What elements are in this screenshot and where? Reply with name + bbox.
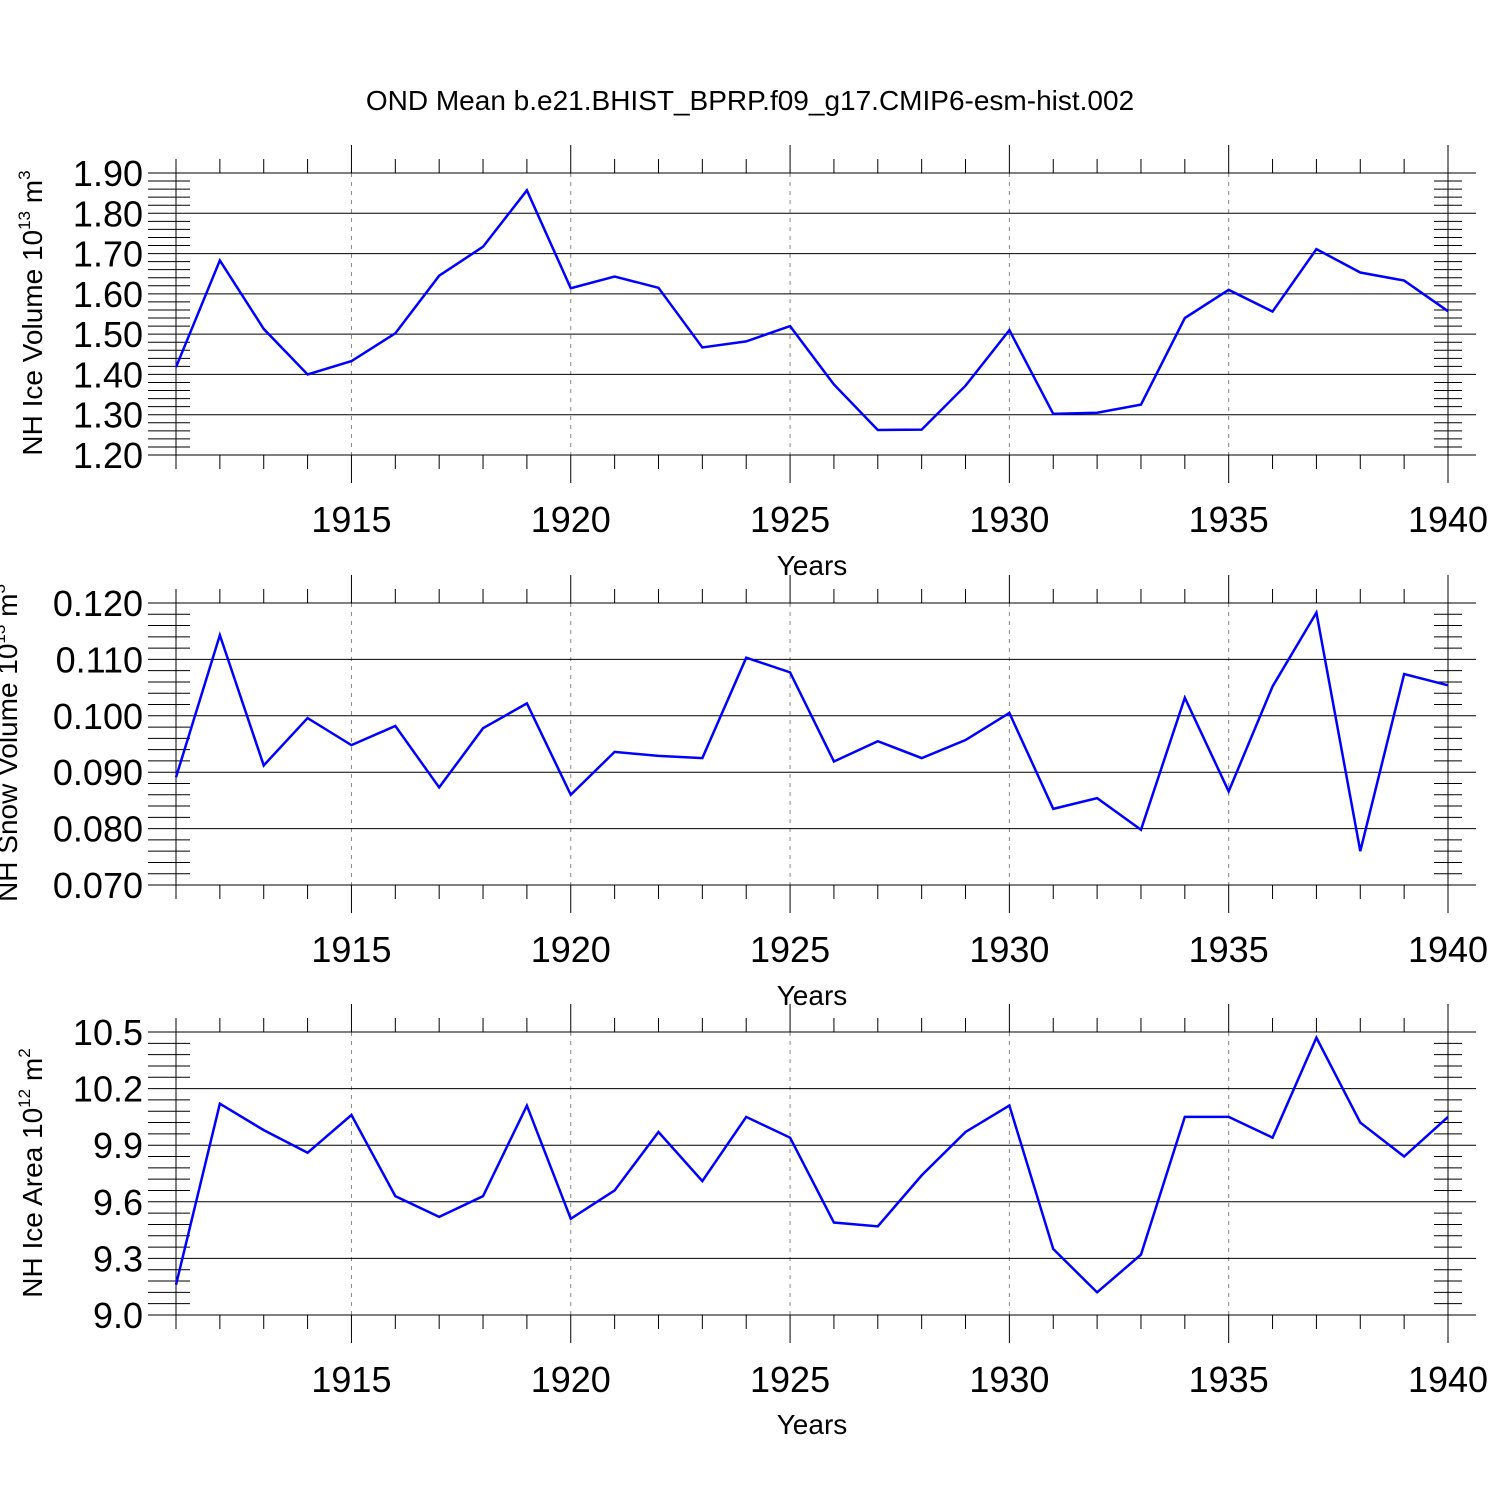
y-tick-label: 1.60 xyxy=(73,274,143,315)
y-tick-label: 0.070 xyxy=(53,865,143,906)
y-axis-title-exponent: 13 xyxy=(15,211,34,230)
y-tick-label: 1.30 xyxy=(73,395,143,436)
y-axis-title: NH Snow Volume 1013 m3 xyxy=(0,584,23,902)
y-axis-title-text: m xyxy=(17,1058,48,1089)
y-tick-label: 1.80 xyxy=(73,193,143,234)
y-axis-title-exponent: 3 xyxy=(0,584,9,593)
y-tick-label: 1.50 xyxy=(73,314,143,355)
y-tick-label: 0.090 xyxy=(53,752,143,793)
series-line-1 xyxy=(174,187,1449,432)
y-axis-title-text: NH Ice Area 10 xyxy=(17,1108,48,1298)
x-tick-label: 1915 xyxy=(311,1359,391,1400)
y-axis-title-text: m xyxy=(0,594,23,625)
y-axis-title-exponent: 13 xyxy=(0,625,9,644)
y-tick-label: 9.3 xyxy=(93,1238,143,1279)
x-axis-title: Years xyxy=(777,1409,848,1440)
y-axis-title: NH Ice Volume 1013 m3 xyxy=(15,170,48,455)
x-tick-label: 1940 xyxy=(1408,1359,1488,1400)
y-tick-label: 9.6 xyxy=(93,1182,143,1223)
y-tick-label: 0.110 xyxy=(56,639,143,680)
x-tick-label: 1930 xyxy=(969,929,1049,970)
y-axis-title-exponent: 3 xyxy=(15,170,34,179)
chart-panel-2: 0.070 0.080 0.090 0.100 0.110 0.120 1915 1920 19… xyxy=(0,575,1488,1011)
x-tick-label: 1935 xyxy=(1189,929,1269,970)
y-tick-label: 9.0 xyxy=(93,1295,143,1336)
x-axis-title: Years xyxy=(777,550,848,581)
y-tick-label: 9.9 xyxy=(93,1125,143,1166)
y-axis-title: NH Ice Area 1012 m2 xyxy=(15,1048,48,1297)
y-axis-title-exponent: 12 xyxy=(15,1089,34,1108)
y-tick-label: 0.100 xyxy=(53,696,143,737)
x-tick-label: 1930 xyxy=(969,499,1049,540)
x-tick-label: 1925 xyxy=(750,1359,830,1400)
chart-panel-3: 9.0 9.3 9.6 9.9 10.2 10.5 1915 1920 1925 1930 1935… xyxy=(15,1004,1488,1440)
y-tick-label: 1.40 xyxy=(73,354,143,395)
y-tick-label: 1.90 xyxy=(73,153,143,194)
x-tick-label: 1915 xyxy=(311,929,391,970)
x-tick-label: 1930 xyxy=(969,1359,1049,1400)
x-tick-label: 1920 xyxy=(531,929,611,970)
y-tick-label: 10.2 xyxy=(73,1069,143,1110)
y-tick-label: 0.120 xyxy=(53,583,143,624)
y-tick-label: 10.5 xyxy=(73,1012,143,1053)
x-tick-label: 1935 xyxy=(1189,499,1269,540)
x-tick-label: 1940 xyxy=(1408,499,1488,540)
x-axis-title: Years xyxy=(777,980,848,1011)
chart-panel-1: 1.201.301.401.501.601.701.801.90 1915 1920… xyxy=(15,145,1488,581)
y-axis-title-exponent: 2 xyxy=(15,1048,34,1057)
x-tick-label: 1940 xyxy=(1408,929,1488,970)
x-tick-label: 1935 xyxy=(1189,1359,1269,1400)
x-tick-label: 1925 xyxy=(750,929,830,970)
y-axis-title-text: m xyxy=(17,180,48,211)
series-line-1 xyxy=(174,1034,1449,1295)
chart-title: OND Mean b.e21.BHIST_BPRP.f09_g17.CMIP6-… xyxy=(366,85,1134,116)
y-tick-label: 1.20 xyxy=(73,435,143,476)
y-tick-label: 0.080 xyxy=(53,809,143,850)
y-axis-title-text: NH Snow Volume 10 xyxy=(0,644,23,902)
x-tick-label: 1925 xyxy=(750,499,830,540)
y-axis-title-text: NH Ice Volume 10 xyxy=(17,230,48,456)
y-tick-label: 1.70 xyxy=(73,234,143,275)
x-tick-label: 1915 xyxy=(311,499,391,540)
x-tick-label: 1920 xyxy=(531,1359,611,1400)
x-tick-label: 1920 xyxy=(531,499,611,540)
series-line-1 xyxy=(174,609,1449,852)
